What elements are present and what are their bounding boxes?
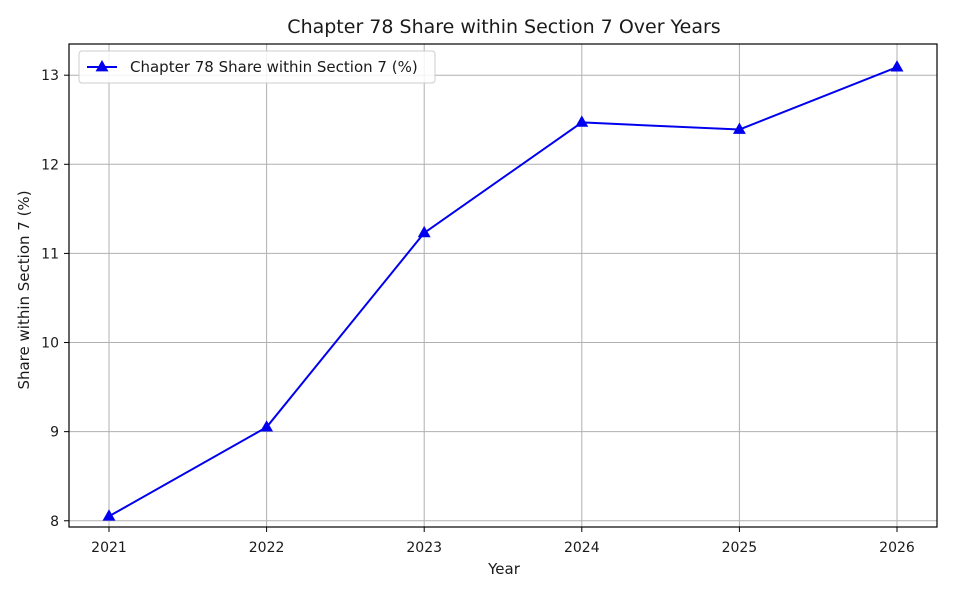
x-tick-label: 2023: [406, 540, 442, 556]
x-tick-label: 2022: [249, 540, 285, 556]
x-tick-label: 2024: [564, 540, 600, 556]
legend-label: Chapter 78 Share within Section 7 (%): [130, 58, 418, 76]
y-tick-label: 11: [41, 246, 59, 262]
y-tick-label: 8: [50, 514, 59, 530]
series-layer: [102, 60, 904, 521]
data-point-triangle: [890, 60, 904, 72]
legend-triangle-marker-icon: [95, 60, 109, 72]
y-tick-label: 9: [50, 425, 59, 441]
axis-ticks: 2021 2022 2023 2024 2025 2026 8 9 10 11 12 13: [41, 68, 915, 556]
y-tick-label: 10: [41, 336, 59, 352]
legend-box: [78, 50, 436, 84]
legend: Chapter 78 Share within Section 7 (%): [78, 50, 436, 84]
data-point-triangle: [260, 420, 274, 432]
data-point-triangle: [732, 122, 746, 134]
grid: [69, 44, 937, 527]
data-point-triangle: [417, 225, 431, 238]
y-tick-label: 12: [41, 157, 59, 173]
x-tick-label: 2026: [879, 540, 915, 556]
series-line: [108, 66, 898, 518]
chart-title: Chapter 78 Share within Section 7 Over Y…: [287, 16, 720, 38]
x-axis-label: Year: [487, 560, 521, 578]
data-point-triangle: [102, 509, 116, 521]
x-tick-label: 2021: [91, 540, 127, 556]
plot-frame: [68, 43, 938, 528]
x-tick-label: 2025: [722, 540, 758, 556]
y-axis-label: Share within Section 7 (%): [15, 190, 33, 389]
data-point-triangle: [575, 115, 589, 127]
y-tick-label: 13: [41, 68, 59, 84]
